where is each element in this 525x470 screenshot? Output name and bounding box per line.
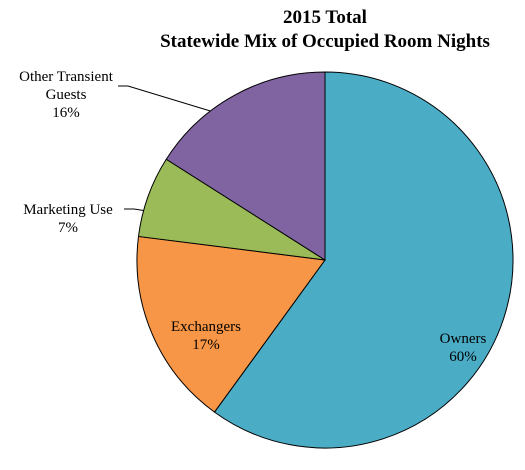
- slice-label: Marketing Use: [23, 202, 113, 218]
- pie-slice: [165, 71, 326, 261]
- leader-line: [118, 85, 241, 121]
- chart-subtitle: Statewide Mix of Occupied Room Nights: [160, 31, 490, 52]
- pie-slice: [213, 71, 514, 449]
- slice-value-label: 17%: [192, 337, 220, 353]
- slice-label: Owners: [439, 331, 487, 347]
- slice-value-label: 7%: [58, 220, 78, 236]
- slice-label: Exchangers: [171, 319, 241, 335]
- slice-label: Other Transient Guests: [19, 69, 113, 103]
- slice-value-label: 16%: [52, 105, 80, 121]
- pie-slice: [136, 235, 326, 413]
- slice-value-label: 60%: [449, 349, 477, 365]
- chart-title: 2015 Total: [283, 7, 367, 28]
